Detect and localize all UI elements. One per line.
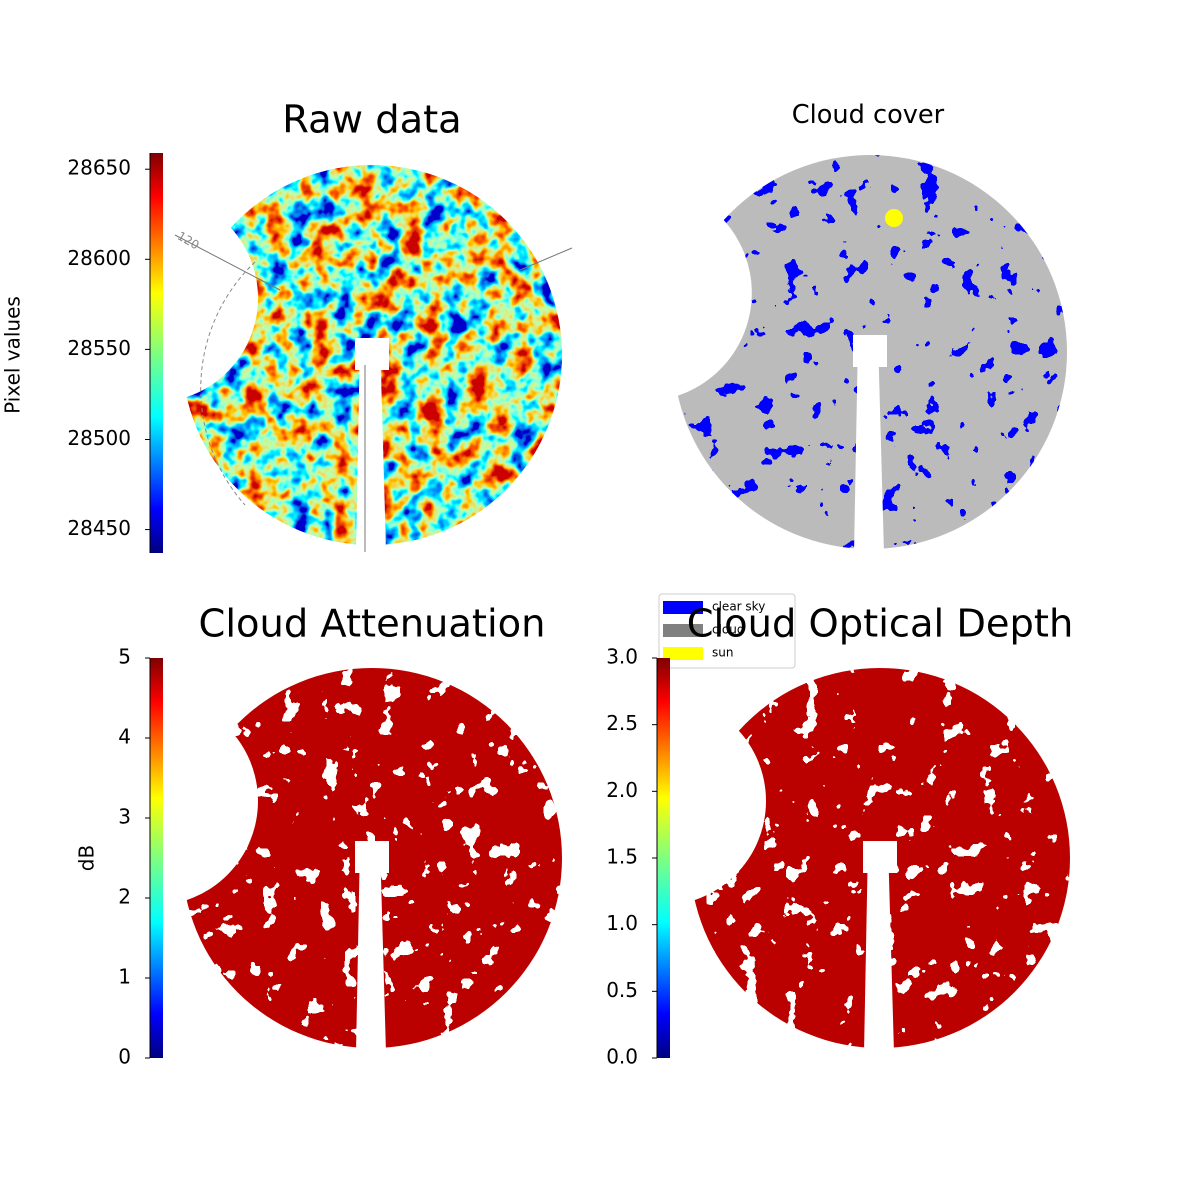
legend-swatch [663, 624, 703, 637]
y-tick-label: 2 [118, 885, 131, 909]
polar-grid [174, 234, 281, 291]
panel-title: Raw data [282, 98, 461, 143]
colorbar [150, 658, 163, 1058]
panel-title: Cloud Attenuation [199, 602, 546, 647]
panel-title: Cloud cover [792, 100, 945, 130]
y-tick-label: 1 [118, 965, 131, 989]
y-tick-label: 28550 [67, 336, 131, 360]
panel-title: Cloud Optical Depth [687, 602, 1074, 647]
y-tick-label: 28600 [67, 246, 131, 270]
colorbar [150, 153, 163, 553]
sky-image [182, 165, 562, 545]
y-tick-label: 0.0 [606, 1045, 638, 1069]
legend-label: sun [712, 646, 733, 660]
y-tick-label: 2.0 [606, 778, 638, 802]
y-axis-label: Pixel values [1, 296, 25, 414]
y-tick-label: 0.5 [606, 978, 638, 1002]
y-tick-label: 4 [118, 725, 131, 749]
colorbar [657, 658, 670, 1058]
y-tick-label: 1.5 [606, 845, 638, 869]
polar-grid [519, 247, 573, 271]
y-tick-label: 28450 [67, 516, 131, 540]
y-tick-label: 1.0 [606, 911, 638, 935]
sky-image [182, 668, 562, 1048]
y-tick-label: 0 [118, 1045, 131, 1069]
legend-swatch [663, 647, 703, 660]
y-tick-label: 28650 [67, 156, 131, 180]
sun-marker [885, 209, 903, 227]
y-tick-label: 3.0 [606, 645, 638, 669]
legend-label: cloud [712, 623, 745, 637]
y-axis-label: dB [75, 845, 99, 871]
y-tick-label: 2.5 [606, 711, 638, 735]
polar-circle [200, 261, 256, 506]
legend-label: clear sky [712, 600, 765, 614]
sky-image [673, 155, 1067, 549]
legend-swatch [663, 601, 703, 614]
sky-image [690, 668, 1070, 1048]
legend: clear sky cloud sun [658, 593, 796, 669]
y-tick-label: 28500 [67, 426, 131, 450]
y-tick-label: 3 [118, 805, 131, 829]
y-tick-label: 5 [118, 645, 131, 669]
